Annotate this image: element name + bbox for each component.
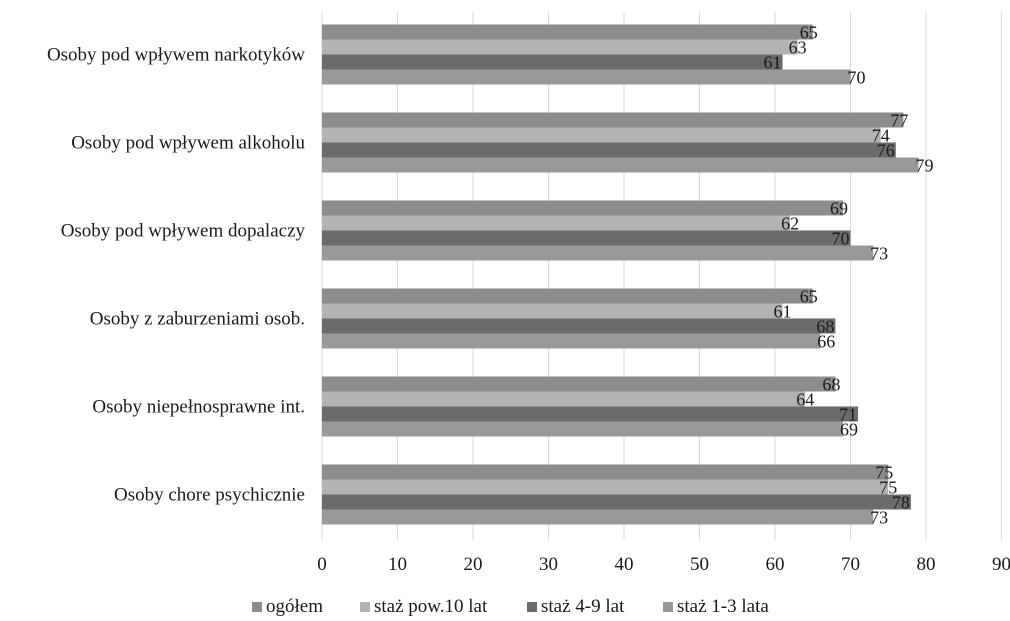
data-label: 61 — [764, 53, 782, 73]
bar — [322, 24, 813, 40]
x-tick-label: 10 — [388, 554, 407, 575]
bar — [322, 127, 881, 143]
category-label: Osoby pod wpływem narkotyków — [47, 45, 305, 66]
bar — [322, 157, 919, 173]
bar — [322, 464, 889, 480]
bar — [322, 391, 806, 407]
data-label: 63 — [789, 38, 807, 58]
data-label: 64 — [796, 390, 814, 410]
data-label: 70 — [848, 68, 866, 88]
bar — [322, 69, 851, 85]
data-label: 61 — [774, 302, 792, 322]
legend: ogółem staż pow.10 lat staż 4-9 lat staż 1-… — [252, 596, 769, 617]
bars — [322, 24, 919, 525]
x-axis-ticks: 0 10 20 30 40 50 60 70 80 90 — [317, 554, 1010, 575]
data-label: 75 — [875, 463, 893, 483]
x-tick-label: 30 — [539, 554, 558, 575]
data-label: 62 — [781, 214, 799, 234]
legend-label: staż 1-3 lata — [677, 596, 769, 617]
x-tick-label: 90 — [992, 554, 1010, 575]
data-label: 78 — [892, 493, 910, 513]
bar — [322, 39, 798, 55]
category-label: Osoby niepełnosprawne int. — [92, 397, 305, 418]
bar — [322, 245, 874, 261]
x-tick-label: 50 — [690, 554, 709, 575]
bar — [322, 200, 843, 216]
x-tick-label: 80 — [917, 554, 936, 575]
data-label: 73 — [870, 508, 888, 528]
data-labels: 6563617077747679696270736561686668647169… — [764, 23, 934, 528]
legend-label: ogółem — [266, 596, 323, 617]
legend-swatch — [360, 602, 370, 612]
bar — [322, 288, 813, 304]
data-label: 66 — [817, 332, 835, 352]
category-labels: Osoby pod wpływem narkotyków Osoby pod wp… — [47, 45, 306, 506]
bar — [322, 406, 859, 422]
bar — [322, 112, 904, 128]
gridlines — [321, 12, 1002, 540]
legend-swatch — [527, 602, 537, 612]
legend-swatch — [252, 602, 262, 612]
x-tick-label: 20 — [464, 554, 483, 575]
bar — [322, 215, 791, 231]
x-tick-label: 0 — [317, 554, 327, 575]
bar — [322, 479, 889, 495]
legend-swatch — [663, 602, 673, 612]
x-tick-label: 70 — [841, 554, 860, 575]
bar — [322, 494, 911, 510]
x-tick-label: 60 — [766, 554, 785, 575]
data-label: 65 — [800, 23, 818, 43]
legend-label: staż 4-9 lat — [541, 596, 625, 617]
data-label: 68 — [822, 375, 840, 395]
data-label: 79 — [915, 156, 933, 176]
data-label: 77 — [890, 111, 908, 131]
category-label: Osoby pod wpływem dopalaczy — [61, 221, 306, 242]
bar — [322, 230, 851, 246]
bar — [322, 303, 783, 319]
data-label: 65 — [800, 287, 818, 307]
data-label: 69 — [830, 199, 848, 219]
data-label: 73 — [870, 244, 888, 264]
legend-label: staż pow.10 lat — [374, 596, 488, 617]
category-label: Osoby chore psychicznie — [114, 485, 305, 506]
data-label: 75 — [879, 478, 897, 498]
bar — [322, 318, 836, 334]
bar — [322, 509, 874, 525]
x-tick-label: 40 — [615, 554, 634, 575]
bar — [322, 142, 896, 158]
data-label: 74 — [872, 126, 890, 146]
bar — [322, 376, 836, 392]
data-label: 69 — [840, 420, 858, 440]
category-label: Osoby z zaburzeniami osob. — [90, 309, 305, 330]
data-label: 76 — [877, 141, 895, 161]
data-label: 68 — [816, 317, 834, 337]
data-label: 70 — [832, 229, 850, 249]
bar — [322, 54, 783, 70]
data-label: 71 — [839, 405, 857, 425]
bar — [322, 333, 821, 349]
bar — [322, 421, 843, 437]
category-label: Osoby pod wpływem alkoholu — [71, 133, 305, 154]
